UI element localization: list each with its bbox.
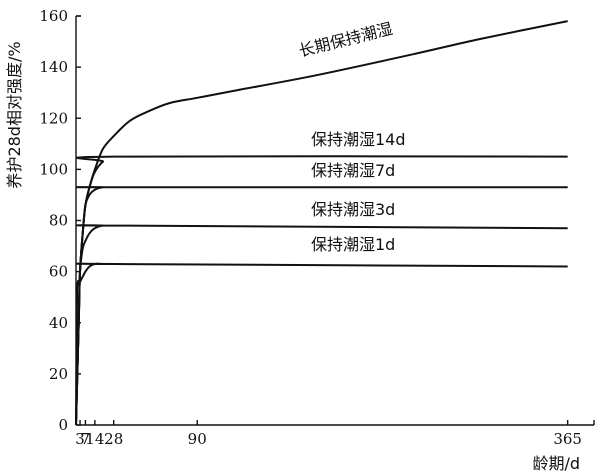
y-tick-label: 60	[49, 263, 68, 281]
x-tick-label: 28	[104, 430, 123, 448]
y-tick-label: 0	[58, 416, 68, 434]
x-tick-label: 14	[85, 430, 104, 448]
series-line-4	[75, 262, 568, 426]
series-line-2	[75, 186, 568, 426]
series-label-4: 保持潮湿1d	[311, 235, 395, 254]
series-label-3: 保持潮湿3d	[311, 200, 395, 219]
series-line-3	[75, 224, 568, 426]
x-tick-label: 365	[553, 430, 582, 448]
series-line-0	[75, 20, 568, 426]
y-tick-label: 100	[39, 160, 68, 178]
series-lines	[75, 20, 568, 426]
series-label-0: 长期保持潮湿	[297, 19, 395, 61]
y-axis-label: 养护28d相对强度/%	[5, 41, 24, 188]
y-tick-label: 120	[39, 109, 68, 127]
series-line-1	[75, 155, 568, 426]
y-tick-label: 140	[39, 58, 68, 76]
y-ticks: 0 20 40 60 80 100 120 140 160	[39, 7, 81, 434]
x-tick-label: 7	[81, 430, 91, 448]
axes	[75, 15, 595, 426]
y-tick-label: 80	[49, 212, 68, 230]
series-label-1: 保持潮湿14d	[311, 130, 406, 149]
x-tick-label: 3	[75, 430, 85, 448]
x-axis-label: 龄期/d	[532, 454, 580, 473]
y-tick-label: 20	[49, 365, 68, 383]
x-tick-label: 90	[188, 430, 207, 448]
y-tick-label: 160	[39, 7, 68, 25]
series-label-2: 保持潮湿7d	[311, 161, 395, 180]
y-tick-label: 40	[49, 314, 68, 332]
